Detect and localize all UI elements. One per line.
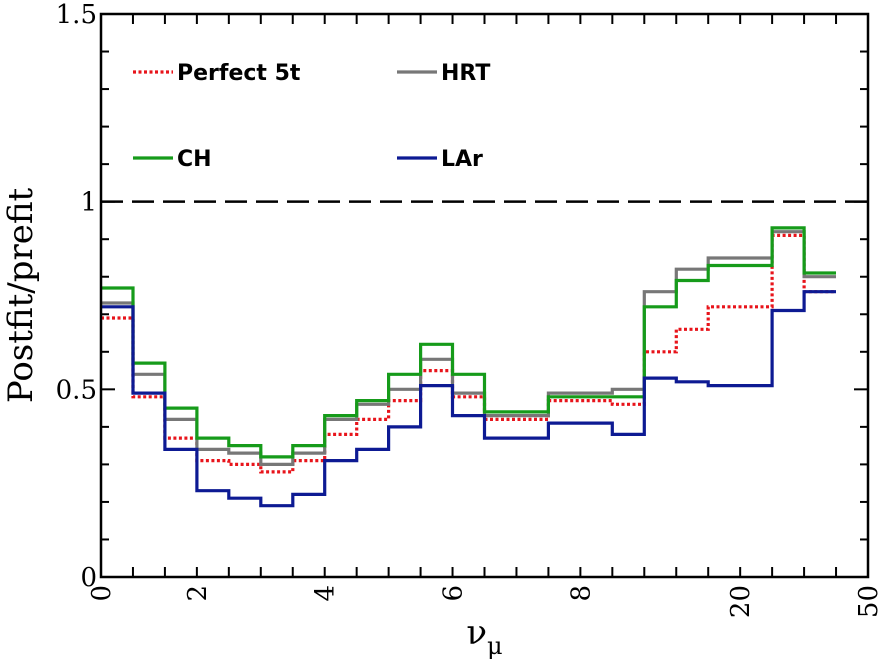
y-tick-label: 0 bbox=[80, 563, 97, 593]
x-tick-label: 20 bbox=[726, 585, 756, 618]
ticks-layer bbox=[100, 13, 869, 578]
y-tick-label: 1 bbox=[80, 188, 97, 218]
plot-frame bbox=[99, 12, 870, 579]
x-tick-label: 0 bbox=[87, 585, 117, 602]
x-tick-label: 50 bbox=[854, 585, 884, 618]
x-tick-label: 8 bbox=[566, 585, 596, 602]
series-line-lar bbox=[101, 290, 836, 508]
y-tick-label: 0.5 bbox=[56, 375, 97, 405]
legend-label-hrt: HRT bbox=[441, 61, 490, 86]
tick-labels-layer: 0 0.5 1 1.5 0 2 4 6 8 20 50 bbox=[56, 0, 884, 618]
legend-label-ch: CH bbox=[177, 147, 212, 172]
y-axis-label: Postfit/prefit bbox=[1, 187, 41, 403]
x-axis-label-subscript: μ bbox=[487, 632, 503, 660]
x-tick-label: 2 bbox=[183, 585, 213, 602]
legend-label-lar: LAr bbox=[441, 147, 483, 172]
series-line-perfect-5t bbox=[101, 233, 836, 474]
x-tick-label: 4 bbox=[311, 585, 341, 602]
series-layer bbox=[101, 226, 836, 508]
x-tick-label: 6 bbox=[439, 585, 469, 602]
legend: Perfect 5t HRT CH LAr bbox=[133, 61, 490, 172]
y-tick-label: 1.5 bbox=[56, 0, 97, 30]
series-line-ch bbox=[101, 226, 836, 459]
x-axis-label: νμ bbox=[466, 613, 502, 660]
legend-label-perfect-5t: Perfect 5t bbox=[177, 61, 301, 86]
